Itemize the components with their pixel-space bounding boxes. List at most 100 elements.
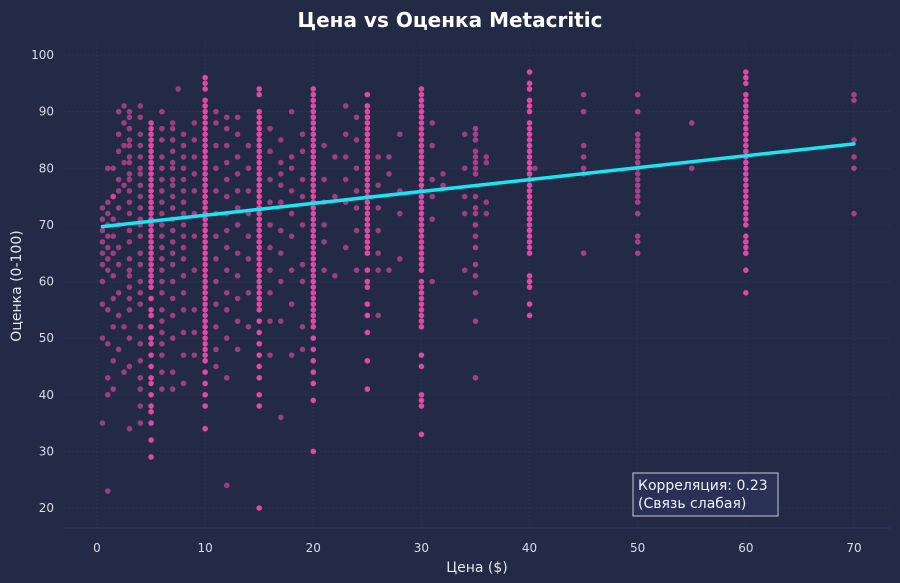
data-point [148,374,154,381]
data-point [526,131,533,138]
data-point [159,222,165,228]
data-point [256,256,263,262]
data-point [418,244,425,251]
data-point [418,312,425,319]
data-point [148,420,154,426]
data-point [121,159,127,166]
data-point [169,148,176,155]
data-point [169,165,176,172]
data-point [743,290,749,296]
data-point [191,329,198,336]
data-point [99,216,106,223]
data-point [321,222,327,228]
data-point [332,193,338,200]
data-point [256,301,263,307]
data-point [310,216,317,223]
data-point [245,290,252,296]
data-point [288,210,295,217]
data-point [267,290,273,296]
data-point [234,318,241,324]
data-point [526,142,533,149]
data-point [418,137,425,143]
data-point [526,69,533,75]
data-point [115,176,122,183]
data-point [148,222,154,228]
data-point [256,159,263,166]
data-point [342,103,349,109]
data-point [159,369,165,375]
data-point [418,182,425,189]
data-point [126,154,133,160]
data-point [418,199,425,206]
data-point [375,250,381,256]
data-point [743,159,749,166]
data-point [245,165,252,172]
data-point [202,267,208,273]
data-point [213,142,219,149]
data-point [202,108,208,115]
data-point [126,114,133,121]
data-point [743,69,749,75]
data-point [148,142,154,149]
data-point [288,165,295,172]
data-point [364,142,371,149]
data-point [256,403,263,409]
data-point [159,307,165,313]
data-point [148,352,154,358]
data-point [256,114,263,121]
data-point [310,159,317,166]
data-point [634,239,641,245]
data-point [121,324,127,330]
data-point [169,182,176,189]
data-point [418,324,425,330]
data-point [743,244,749,251]
data-point [461,210,468,217]
data-point [310,239,317,245]
data-point [234,205,241,211]
data-point [364,182,371,189]
data-point [105,244,111,251]
data-point [743,142,749,149]
data-point [526,278,533,285]
data-point [110,165,117,172]
data-point [364,329,371,336]
data-point [202,131,208,138]
data-point [159,340,165,347]
data-point [126,108,133,115]
data-point [526,165,533,172]
data-point [310,380,317,387]
y-tick-label: 30 [39,444,54,458]
data-point [169,227,176,234]
data-point [234,154,241,160]
data-point [99,420,106,426]
data-point [126,284,133,290]
data-point [169,137,176,143]
data-point [234,188,241,194]
data-point [245,324,252,330]
data-point [743,233,749,239]
data-point [267,125,273,132]
data-point [159,352,165,358]
data-point [202,290,208,296]
data-point [256,505,263,511]
data-point [148,233,154,239]
data-point [256,273,263,279]
data-point [202,74,208,81]
data-point [634,137,641,143]
data-point [418,216,425,223]
x-tick-labels: 0 10 20 30 40 50 60 70 [93,541,861,555]
data-point [418,114,425,121]
data-point [148,324,154,330]
data-point [310,324,317,330]
data-point [634,233,641,239]
data-point [364,301,371,307]
data-point [256,154,263,160]
data-point [526,227,533,234]
data-point [396,210,403,217]
data-point [256,137,263,143]
data-point [418,239,425,245]
data-point [472,148,479,155]
data-point [148,205,154,211]
data-point [159,329,165,336]
x-tick-label: 0 [93,541,101,555]
